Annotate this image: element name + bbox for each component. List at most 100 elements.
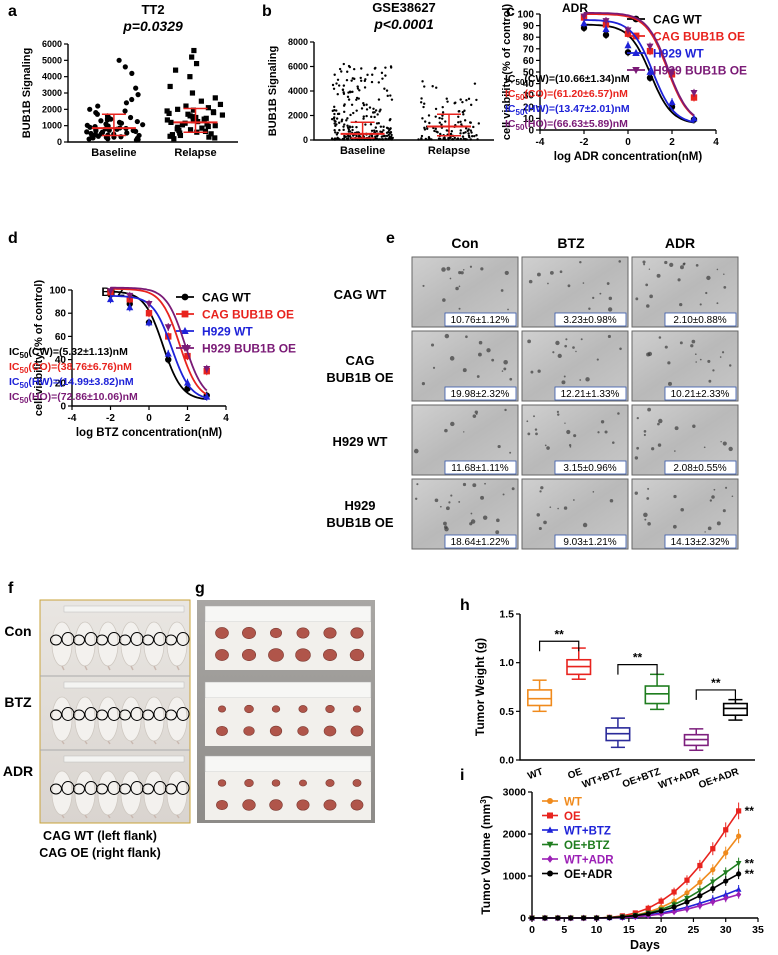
data-point	[334, 131, 337, 134]
y-tick-label: 40	[55, 355, 67, 366]
data-point	[360, 79, 363, 83]
mouse-tail	[107, 740, 111, 745]
data-point	[382, 125, 385, 128]
colony-dot	[600, 420, 605, 424]
data-point	[469, 103, 473, 107]
colony-dot	[723, 286, 727, 289]
y-axis-label: cell viability (% of control)	[33, 280, 45, 417]
colony-dot	[588, 307, 591, 310]
panel-label-a: a	[8, 3, 17, 20]
data-point	[164, 117, 170, 123]
data-point	[370, 80, 374, 84]
data-point	[145, 318, 153, 326]
colony-dot	[634, 456, 639, 460]
data-point	[203, 115, 209, 121]
data-point	[342, 125, 345, 128]
y-tick-label: 90	[523, 21, 535, 32]
colony-dot	[645, 283, 649, 287]
colony-dot	[695, 361, 697, 363]
data-point	[363, 86, 367, 89]
data-point	[464, 138, 467, 141]
data-point	[98, 118, 104, 124]
value-box	[554, 460, 627, 475]
data-point	[84, 122, 90, 128]
data-point	[346, 70, 349, 73]
tumor	[271, 705, 281, 713]
value-box	[554, 312, 627, 327]
tumor-paper	[205, 772, 371, 820]
data-point	[133, 85, 139, 91]
data-point	[352, 111, 355, 115]
data-point	[203, 366, 211, 373]
data-point	[441, 114, 444, 117]
colony-dot	[647, 407, 651, 412]
data-point	[365, 114, 368, 118]
data-point	[374, 126, 378, 129]
x-category-label: Baseline	[340, 145, 385, 157]
colony-dot	[480, 495, 485, 500]
data-point	[129, 96, 135, 103]
colony-dot	[455, 286, 459, 291]
colony-dot	[462, 368, 467, 373]
colony-dot	[540, 486, 544, 490]
data-point	[357, 135, 361, 138]
mouse-tail	[84, 665, 88, 671]
legend-marker	[547, 812, 553, 819]
colony-dot	[707, 526, 712, 531]
colony-dot	[656, 273, 661, 278]
data-point	[433, 129, 436, 133]
colony-dot	[543, 520, 547, 525]
data-point	[95, 103, 101, 109]
row-label-h929-oe-1: H929	[344, 498, 375, 513]
data-point	[469, 121, 472, 124]
data-point	[466, 129, 469, 133]
data-point	[581, 915, 587, 921]
colony-value-cag-wt-con: 10.76±1.12%	[451, 315, 510, 326]
data-point	[374, 135, 377, 138]
colony-value-h929-wt-btz: 3.15±0.96%	[563, 463, 616, 474]
data-point	[602, 18, 610, 25]
data-point	[375, 134, 379, 138]
data-point	[453, 136, 457, 140]
colony-dot	[458, 271, 462, 275]
mouse	[120, 770, 142, 816]
mouse	[97, 696, 119, 742]
data-point	[426, 127, 429, 130]
colony-dot	[657, 443, 662, 447]
data-point	[369, 123, 373, 126]
data-point	[352, 67, 356, 71]
tumor	[215, 627, 229, 639]
data-point	[333, 122, 336, 125]
data-point	[135, 92, 141, 98]
data-point	[580, 24, 588, 32]
legend-label: H929 WT	[653, 47, 704, 61]
row-label-h929-wt: H929 WT	[333, 434, 388, 449]
y-axis-label: BUB1B Signaling	[267, 46, 279, 136]
data-point	[217, 101, 224, 108]
x-tick-label: 25	[688, 924, 700, 936]
data-point	[167, 83, 173, 90]
data-point	[331, 109, 334, 113]
colony-dot	[470, 519, 476, 524]
colony-dot	[679, 341, 683, 345]
colony-dot	[462, 482, 467, 487]
data-point	[697, 888, 703, 894]
data-point	[445, 97, 448, 100]
data-point	[387, 129, 391, 132]
data-point	[345, 78, 349, 82]
y-tick-label: 0	[520, 913, 526, 925]
x-tick-label: 0	[146, 413, 152, 424]
data-point	[434, 115, 437, 118]
colony-dot	[497, 444, 501, 449]
colony-dot	[534, 428, 538, 431]
tumor	[244, 704, 254, 714]
significance-bracket	[617, 664, 658, 675]
tumor	[349, 648, 365, 662]
tumor-circle-left	[165, 634, 177, 646]
data-point	[461, 100, 464, 104]
tumor-circle-left	[165, 709, 177, 721]
data-point	[198, 98, 204, 104]
colony-dot	[725, 486, 728, 489]
